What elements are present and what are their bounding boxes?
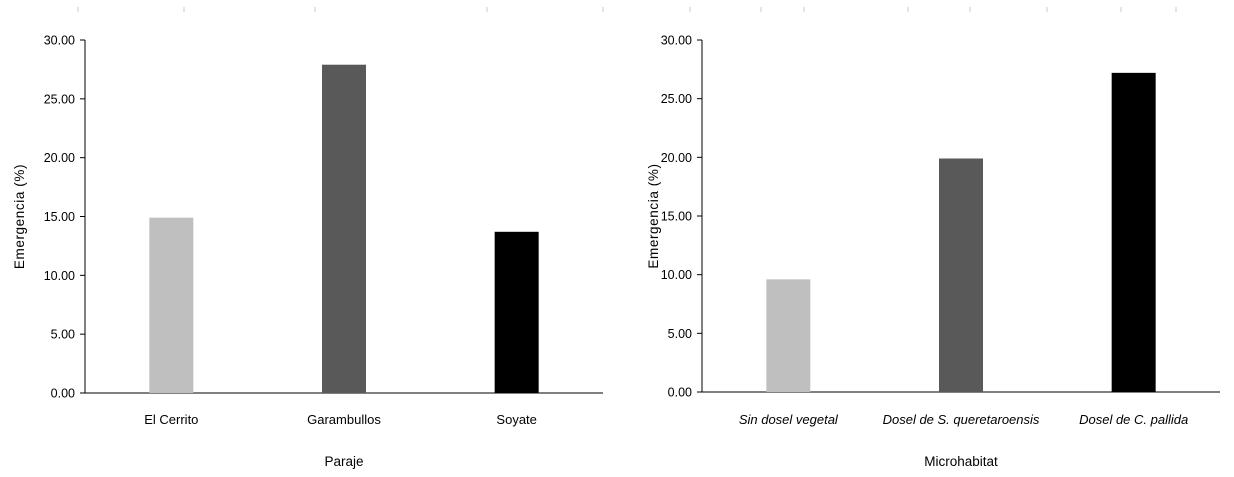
paraje-y-tick-label: 25.00 — [44, 92, 75, 106]
microhabitat-bar-1 — [766, 279, 811, 392]
microhabitat-y-tick-label: 30.00 — [661, 34, 692, 48]
microhabitat-y-tick-label: 25.00 — [661, 92, 692, 106]
paraje-y-tick-label: 15.00 — [44, 210, 75, 224]
paraje-bar-3 — [494, 231, 539, 393]
paraje-y-tick-label: 0.00 — [51, 387, 75, 401]
microhabitat-bar-2 — [939, 158, 983, 392]
microhabitat-x-axis-title: Microhabitat — [924, 454, 998, 469]
paraje-x-axis-title: Paraje — [324, 454, 363, 469]
microhabitat-y-tick-label: 5.00 — [668, 327, 692, 341]
paraje-y-axis-title: Emergencia (%) — [12, 164, 27, 269]
paraje-y-tick-label: 20.00 — [44, 151, 75, 165]
chart-microhabitat-svg: 0.00 5.00 10.00 15.00 20.00 25.00 30.00 Sin dos… — [646, 7, 1220, 469]
paraje-category-label: El Cerrito — [144, 412, 198, 427]
paraje-bar-1 — [149, 217, 194, 393]
microhabitat-category-label: Dosel de S. queretaroensis — [883, 412, 1040, 427]
chart-microhabitat: 0.00 5.00 10.00 15.00 20.00 25.00 30.00 Sin dos… — [617, 0, 1234, 477]
chart-paraje: 0.00 5.00 10.00 15.00 20.00 25.00 30.00 El Cerr… — [12, 7, 604, 469]
microhabitat-y-tick-label: 20.00 — [661, 151, 692, 165]
microhabitat-category-label: Sin dosel vegetal — [739, 412, 839, 427]
paraje-category-label: Soyate — [496, 412, 536, 427]
paraje-y-tick-label: 10.00 — [44, 269, 75, 283]
microhabitat-y-tick-label: 10.00 — [661, 268, 692, 282]
paraje-y-tick-label: 5.00 — [51, 328, 75, 342]
microhabitat-y-axis-title: Emergencia (%) — [646, 163, 661, 268]
microhabitat-category-label: Dosel de C. pallida — [1079, 412, 1188, 427]
microhabitat-bar-3 — [1111, 72, 1156, 392]
paraje-category-label: Garambullos — [307, 412, 381, 427]
chart-paraje-svg: 0.00 5.00 10.00 15.00 20.00 25.00 30.00 El Cerr… — [12, 7, 604, 469]
microhabitat-y-tick-label: 15.00 — [661, 210, 692, 224]
microhabitat-y-tick-label: 0.00 — [668, 386, 692, 400]
paraje-bar-2 — [322, 64, 366, 394]
paraje-y-tick-label: 30.00 — [44, 34, 75, 48]
